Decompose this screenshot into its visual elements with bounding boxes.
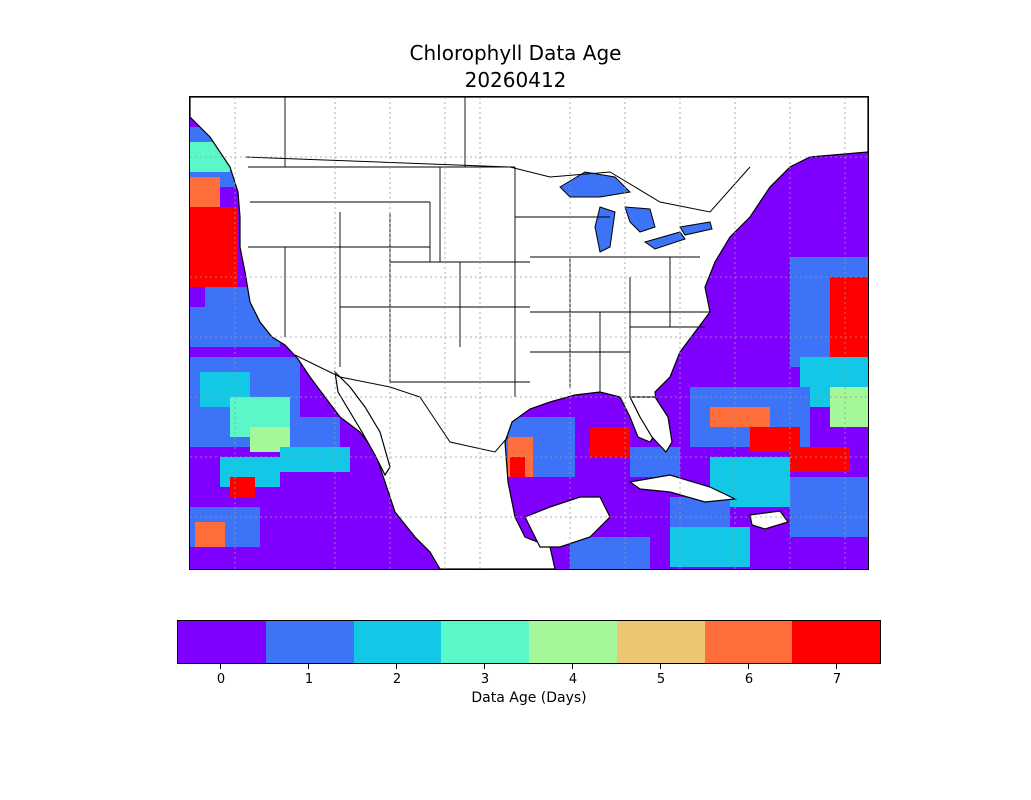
map-panel xyxy=(189,96,869,570)
colorbar-segment xyxy=(178,621,266,663)
great-lakes xyxy=(559,171,713,253)
gulf-data-patches xyxy=(505,417,750,569)
colorbar-ticks: 0 1 2 3 4 5 6 7 xyxy=(177,664,881,694)
map-date: 20260412 xyxy=(464,68,567,92)
colorbar-label: Data Age (Days) xyxy=(471,690,587,706)
colorbar-segment xyxy=(616,621,705,663)
colorbar-tick: 2 xyxy=(382,664,412,687)
chlorophyll-age-map xyxy=(190,97,868,569)
colorbar-segment xyxy=(792,621,880,663)
colorbar xyxy=(177,620,881,664)
colorbar-tick: 5 xyxy=(646,664,676,687)
map-title: Chlorophyll Data Age xyxy=(409,41,622,65)
colorbar-segment xyxy=(529,621,617,663)
colorbar-tick: 3 xyxy=(470,664,500,687)
land xyxy=(190,97,868,569)
colorbar-tick: 0 xyxy=(206,664,236,687)
state-borders xyxy=(190,97,710,397)
colorbar-tick: 7 xyxy=(822,664,852,687)
colorbar-tick: 6 xyxy=(734,664,764,687)
colorbar-tick: 4 xyxy=(558,664,588,687)
colorbar-segment xyxy=(353,621,442,663)
colorbar-tick: 1 xyxy=(294,664,324,687)
colorbar-segment xyxy=(704,621,793,663)
colorbar-segment xyxy=(441,621,529,663)
colorbar-segment xyxy=(265,621,354,663)
graticule xyxy=(190,97,868,569)
